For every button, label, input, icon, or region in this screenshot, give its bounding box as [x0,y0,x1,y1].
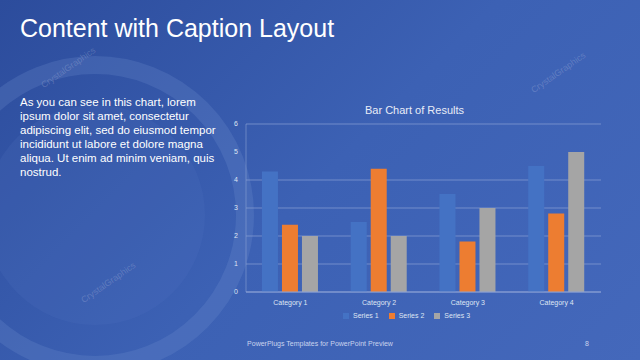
svg-text:Category 3: Category 3 [451,299,485,307]
svg-text:CrystalGraphics: CrystalGraphics [79,260,138,305]
svg-text:4: 4 [234,176,238,183]
html-text:Series 1: Series 1 [353,312,379,319]
svg-text:0: 0 [234,288,238,295]
svg-text:Category 4: Category 4 [540,299,574,307]
svg-text:6: 6 [234,120,238,127]
html-text:Content with Caption Layout: Content with Caption Layout [20,14,335,42]
html-text:Bar Chart of Results: Bar Chart of Results [365,104,464,116]
html-text:PowerPlugs Templates for Power: PowerPlugs Templates for PowerPoint Prev… [247,340,393,347]
svg-text:3: 3 [234,204,238,211]
html-text:As you can see in this chart,: As you can see in this chart, lorem ipsu… [20,96,216,178]
svg-text:1: 1 [234,260,238,267]
svg-text:CrystalGraphics: CrystalGraphics [39,45,98,90]
svg-text:2: 2 [234,232,238,239]
html-text:Series 2: Series 2 [398,312,425,319]
svg-text:5: 5 [234,148,238,155]
svg-text:CrystalGraphics: CrystalGraphics [529,50,588,95]
html-text:Series 3: Series 3 [444,312,470,319]
html-text:8: 8 [585,340,589,347]
svg-text:Category 2: Category 2 [362,299,396,307]
svg-text:Category 1: Category 1 [273,299,307,307]
